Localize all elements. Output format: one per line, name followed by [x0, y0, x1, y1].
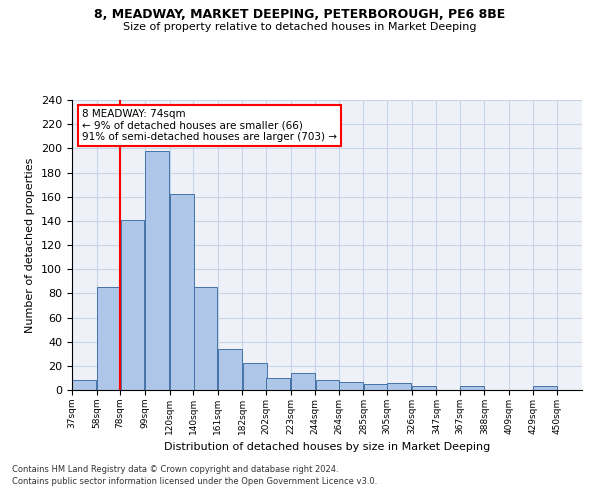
Bar — [364, 384, 388, 390]
Bar — [291, 373, 315, 390]
Bar — [339, 382, 363, 390]
Bar — [243, 364, 266, 390]
Bar — [170, 194, 194, 390]
Bar — [97, 288, 121, 390]
Bar — [388, 383, 411, 390]
Bar — [316, 380, 340, 390]
Text: 8, MEADWAY, MARKET DEEPING, PETERBOROUGH, PE6 8BE: 8, MEADWAY, MARKET DEEPING, PETERBOROUGH… — [94, 8, 506, 20]
Bar — [460, 386, 484, 390]
Bar — [194, 288, 217, 390]
Text: 8 MEADWAY: 74sqm
← 9% of detached houses are smaller (66)
91% of semi-detached h: 8 MEADWAY: 74sqm ← 9% of detached houses… — [82, 108, 337, 142]
Text: Distribution of detached houses by size in Market Deeping: Distribution of detached houses by size … — [164, 442, 490, 452]
Bar — [412, 386, 436, 390]
Bar — [145, 151, 169, 390]
Text: Size of property relative to detached houses in Market Deeping: Size of property relative to detached ho… — [123, 22, 477, 32]
Bar — [73, 380, 96, 390]
Y-axis label: Number of detached properties: Number of detached properties — [25, 158, 35, 332]
Bar — [533, 386, 557, 390]
Bar — [266, 378, 290, 390]
Text: Contains public sector information licensed under the Open Government Licence v3: Contains public sector information licen… — [12, 477, 377, 486]
Text: Contains HM Land Registry data © Crown copyright and database right 2024.: Contains HM Land Registry data © Crown c… — [12, 466, 338, 474]
Bar — [218, 349, 242, 390]
Bar — [121, 220, 145, 390]
